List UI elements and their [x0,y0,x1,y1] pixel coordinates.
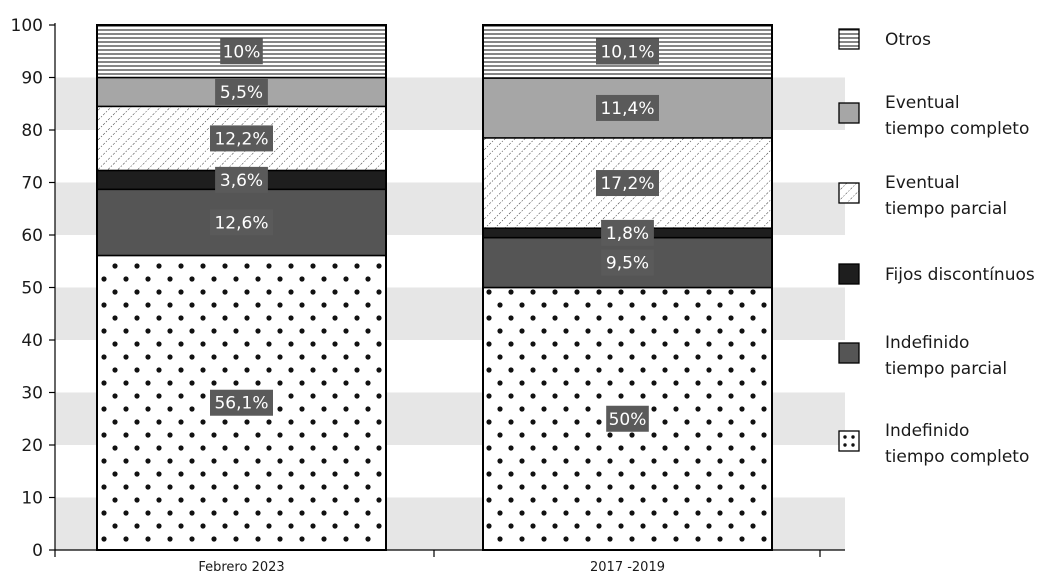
data-label-fijos-discontinuos: 1,8% [606,224,649,244]
data-label-box [596,94,659,121]
legend-dot [843,443,847,447]
data-label-indefinido-tiempo-completo: 56,1% [214,394,268,414]
y-tick-label: 40 [21,331,43,351]
data-label-indefinido-tiempo-completo: 50% [609,410,647,430]
legend-swatch-eventual-tiempo-completo [838,102,860,124]
y-tick-label: 90 [21,69,43,89]
y-tick-label: 70 [21,174,43,194]
legend-swatch-indefinido-tiempo-parcial [838,342,860,364]
legend-dot [851,443,855,447]
legend-swatch-indefinido-tiempo-completo [838,430,860,452]
legend-swatch-otros [838,28,860,50]
data-label-box [596,38,659,65]
x-category-label: 2017 -2019 [590,560,665,575]
data-label-eventual-tiempo-parcial: 12,2% [214,129,268,149]
data-label-indefinido-tiempo-parcial: 12,6% [214,213,268,233]
data-label-otros: 10,1% [600,43,654,63]
axes-group: 0 10 20 30 40 50 60 70 80 90 100 Febrero 2023 2017 -… [11,16,845,575]
data-labels-group: 56,1% 12,6% 3,6% 12,2% 5,5% 10% 50% 9,5% 1,8% 17,… [210,38,659,432]
legend-label-indefinido-tiempo-completo: Indefinido tiempo completo [885,421,1029,467]
data-label-box [210,125,273,152]
data-label-box [601,249,654,276]
data-label-otros: 10% [223,42,261,62]
y-tick-label: 50 [21,279,43,299]
legend-label-fijos-discontinuos: Fijos discontínuos [885,265,1035,285]
y-tick-label: 60 [21,226,43,246]
x-category-label: Febrero 2023 [198,560,284,575]
y-tick-label: 0 [32,541,43,561]
y-tick-label: 80 [21,121,43,141]
data-label-eventual-tiempo-parcial: 17,2% [600,174,654,194]
data-label-box [596,170,659,197]
data-label-box [601,219,654,246]
data-label-box [220,38,263,65]
y-tick-label: 10 [21,489,43,509]
y-tick-label: 100 [11,16,43,36]
data-label-box [210,389,273,416]
legend-label-eventual-tiempo-parcial: Eventual tiempo parcial [885,173,1007,219]
legend-swatch-eventual-tiempo-parcial [838,182,860,204]
data-label-box [215,78,268,105]
y-tick-label: 20 [21,436,43,456]
y-tick-label: 30 [21,384,43,404]
legend-dot [851,435,855,439]
legend-label-eventual-tiempo-completo: Eventual tiempo completo [885,93,1029,139]
data-label-box [215,166,268,193]
data-label-fijos-discontinuos: 3,6% [220,171,263,191]
data-label-box [606,405,649,432]
legend: Otros Eventual tiempo completo Eventual tiem… [838,28,1035,467]
legend-label-otros: Otros [885,30,931,50]
data-label-box [210,209,273,236]
data-label-eventual-tiempo-completo: 11,4% [600,99,654,119]
legend-swatch-fijos-discontinuos [838,263,860,285]
data-label-indefinido-tiempo-parcial: 9,5% [606,254,649,274]
legend-label-indefinido-tiempo-parcial: Indefinido tiempo parcial [885,333,1007,379]
data-label-eventual-tiempo-completo: 5,5% [220,83,263,103]
legend-dot [843,435,847,439]
